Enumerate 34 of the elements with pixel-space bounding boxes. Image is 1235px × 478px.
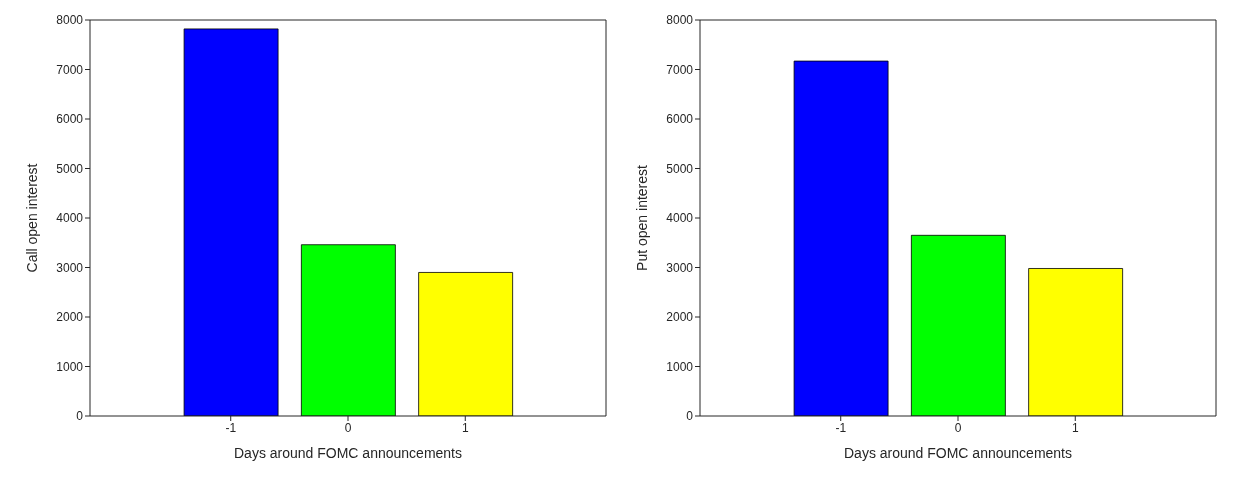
x-tick-label: 1 <box>461 420 469 435</box>
y-tick-label: 1000 <box>666 359 694 374</box>
x-tick-label: 0 <box>344 420 352 435</box>
y-tick-label: 7000 <box>666 62 694 77</box>
y-tick-label: 7000 <box>56 62 84 77</box>
y-tick-label: 4000 <box>666 211 694 226</box>
y-tick-label: 8000 <box>56 13 84 28</box>
x-tick-label: -1 <box>835 420 847 435</box>
y-axis-title: Put open interest <box>633 164 650 271</box>
bar <box>300 244 396 416</box>
y-axis-title: Call open interest <box>23 163 40 273</box>
y-tick-label: 4000 <box>56 211 84 226</box>
bar <box>793 60 889 416</box>
y-tick-label: 8000 <box>666 13 694 28</box>
y-tick-label: 5000 <box>666 161 694 176</box>
y-tick-label: 6000 <box>666 112 694 127</box>
y-tick-label: 2000 <box>666 310 694 325</box>
y-tick-label: 3000 <box>56 260 84 275</box>
y-tick-label: 0 <box>76 409 84 424</box>
bar <box>1028 268 1124 416</box>
y-tick-label: 1000 <box>56 359 84 374</box>
x-tick-label: -1 <box>225 420 237 435</box>
y-tick-label: 5000 <box>56 161 84 176</box>
y-tick-label: 6000 <box>56 112 84 127</box>
x-tick-label: 1 <box>1071 420 1079 435</box>
y-tick-label: 3000 <box>666 260 694 275</box>
bar <box>910 234 1006 416</box>
bar <box>418 272 514 416</box>
y-tick-label: 2000 <box>56 310 84 325</box>
y-tick-label: 0 <box>686 409 694 424</box>
x-axis-title: Days around FOMC announcements <box>844 445 1072 461</box>
bar <box>183 28 279 416</box>
x-tick-label: 0 <box>954 420 962 435</box>
x-axis-title: Days around FOMC announcements <box>234 445 462 461</box>
